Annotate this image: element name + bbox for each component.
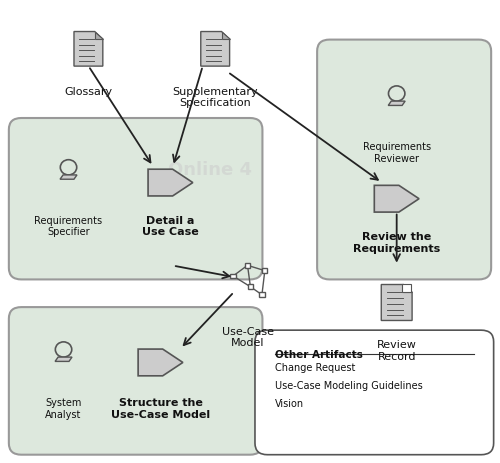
Text: Use-Case
Model: Use-Case Model (222, 326, 274, 347)
FancyBboxPatch shape (230, 274, 235, 279)
Polygon shape (148, 170, 193, 196)
Polygon shape (374, 186, 419, 213)
Text: Structure the
Use-Case Model: Structure the Use-Case Model (111, 397, 210, 419)
Polygon shape (201, 32, 230, 67)
Text: Online 4: Online 4 (168, 160, 252, 178)
Polygon shape (382, 285, 412, 321)
FancyBboxPatch shape (317, 40, 491, 280)
FancyBboxPatch shape (262, 269, 268, 274)
Text: System
Analyst: System Analyst (46, 397, 82, 419)
Polygon shape (74, 32, 103, 67)
FancyBboxPatch shape (245, 263, 250, 268)
FancyBboxPatch shape (255, 331, 494, 455)
Text: Requirements
Reviewer: Requirements Reviewer (362, 142, 430, 163)
Polygon shape (388, 102, 405, 106)
Text: Glossary: Glossary (64, 87, 112, 96)
Polygon shape (222, 32, 230, 40)
Polygon shape (55, 357, 72, 362)
FancyBboxPatch shape (260, 293, 264, 298)
Polygon shape (94, 32, 103, 40)
FancyBboxPatch shape (9, 119, 262, 280)
Text: Requirements
Specifier: Requirements Specifier (34, 215, 102, 237)
Text: Detail a
Use Case: Detail a Use Case (142, 215, 199, 237)
FancyBboxPatch shape (402, 285, 411, 293)
Text: Other Artifacts: Other Artifacts (275, 349, 362, 359)
Text: Change Request: Change Request (275, 363, 355, 373)
Text: Supplementary
Specification: Supplementary Specification (172, 87, 258, 108)
Text: Review the
Requirements: Review the Requirements (353, 232, 440, 253)
Polygon shape (60, 175, 77, 180)
FancyBboxPatch shape (9, 307, 262, 455)
Polygon shape (404, 285, 412, 293)
FancyBboxPatch shape (248, 285, 253, 289)
Text: Use-Case Modeling Guidelines: Use-Case Modeling Guidelines (275, 380, 422, 390)
Text: Vision: Vision (275, 398, 304, 407)
Text: Review
Record: Review Record (376, 340, 416, 361)
Polygon shape (138, 349, 183, 376)
